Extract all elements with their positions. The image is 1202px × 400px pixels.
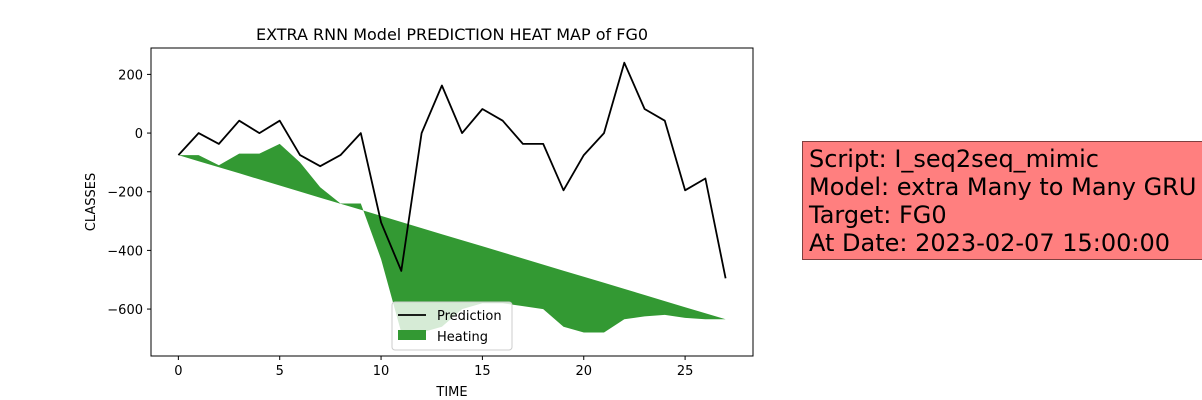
x-tick-label: 5 [276, 364, 284, 379]
heating-area-layer [178, 143, 726, 333]
info-target-line: Target: FG0 [809, 201, 947, 229]
prediction-line-layer [177, 61, 727, 279]
y-axis-ticks: 200 0 −200 −400 −600 [107, 68, 151, 318]
y-tick-label: 200 [118, 68, 143, 83]
legend-heating-label: Heating [437, 330, 488, 345]
x-tick-label: 20 [575, 364, 592, 379]
legend-heating-swatch [398, 330, 426, 340]
x-tick-label: 25 [677, 364, 694, 379]
x-axis-ticks: 0 5 10 15 20 25 [174, 356, 693, 379]
info-model-line: Model: extra Many to Many GRU [809, 173, 1197, 201]
y-tick-label: −200 [107, 186, 143, 201]
prediction-line [177, 61, 727, 279]
info-box: Script: I_seq2seq_mimic Model: extra Man… [802, 141, 1202, 260]
plot-frame [150, 47, 754, 357]
x-tick-label: 15 [474, 364, 491, 379]
legend: Prediction Heating [391, 301, 513, 351]
legend-prediction-label: Prediction [437, 309, 502, 324]
y-tick-label: −600 [107, 303, 143, 318]
y-tick-label: 0 [135, 127, 143, 142]
info-script-line: Script: I_seq2seq_mimic [809, 145, 1099, 173]
y-tick-label: −400 [107, 244, 143, 259]
chart-title: EXTRA RNN Model PREDICTION HEAT MAP of F… [256, 25, 648, 44]
y-axis-label: CLASSES [84, 173, 99, 231]
info-date-line: At Date: 2023-02-07 15:00:00 [809, 229, 1171, 257]
x-tick-label: 0 [174, 364, 182, 379]
chart: 0 5 10 15 20 25 200 0 −200 −400 −600 EXTRA RNN Mo… [84, 25, 754, 400]
x-tick-label: 10 [373, 364, 390, 379]
heating-area [178, 143, 726, 333]
x-axis-label: TIME [435, 385, 467, 400]
